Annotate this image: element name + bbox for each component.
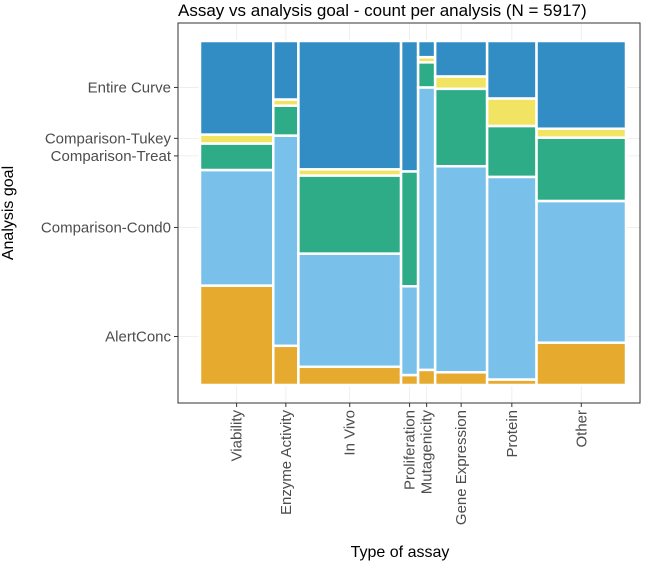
- tile-gene-expression-entire-curve: [433, 39, 489, 78]
- y-tick-label-alertconc: AlertConc: [105, 328, 171, 345]
- x-axis-title: Type of assay: [351, 544, 450, 561]
- tile-other-entire-curve: [535, 39, 628, 130]
- tile-gene-expression-alertconc: [433, 371, 489, 387]
- tile-viability-comparison-cond0: [198, 168, 275, 287]
- tile-viability-alertconc: [198, 284, 275, 387]
- x-tick-label-proliferation: Proliferation: [402, 410, 419, 490]
- tile-mutagenicity-comparison-treat: [416, 61, 437, 89]
- y-axis: Entire Curve Comparison-TukeyComparison-T…: [41, 79, 178, 345]
- y-axis-title: Analysis goal: [0, 166, 17, 260]
- y-tick-label-comparison-cond0: Comparison-Cond0: [41, 219, 171, 236]
- x-axis: Viability Enzyme Activity In Vivo Prolifera…: [229, 403, 590, 525]
- tile-in-vivo-entire-curve: [297, 39, 403, 171]
- tile-in-vivo-alertconc: [297, 365, 403, 387]
- tile-protein-comparison-treat: [485, 124, 538, 179]
- tile-gene-expression-comparison-cond0: [433, 164, 489, 374]
- x-tick-label-viability: Viability: [229, 410, 246, 462]
- tile-viability-comparison-treat: [198, 142, 275, 172]
- x-tick-label-enzyme-activity: Enzyme Activity: [278, 410, 295, 516]
- panel-border: [177, 22, 641, 404]
- tile-mutagenicity-comparison-cond0: [416, 86, 437, 372]
- tile-in-vivo-comparison-treat: [297, 174, 403, 255]
- tile-enzyme-activity-entire-curve: [272, 39, 300, 101]
- x-tick-label-in-vivo: In Vivo: [342, 410, 359, 456]
- x-tick-label-gene-expression: Gene Expression: [453, 410, 470, 525]
- tile-in-vivo-comparison-cond0: [297, 252, 403, 369]
- tile-protein-comparison-cond0: [485, 175, 538, 381]
- tile-gene-expression-comparison-tukey: [433, 75, 489, 91]
- tile-other-comparison-treat: [535, 136, 628, 203]
- x-tick-label-mutagenicity: Mutagenicity: [419, 410, 436, 495]
- tile-mutagenicity-alertconc: [416, 368, 437, 387]
- tile-enzyme-activity-comparison-cond0: [272, 134, 300, 348]
- tile-mutagenicity-entire-curve: [416, 39, 437, 59]
- tile-viability-comparison-tukey: [198, 133, 275, 145]
- tile-proliferation-entire-curve: [399, 39, 420, 173]
- tile-other-alertconc: [535, 341, 628, 387]
- tile-gene-expression-comparison-treat: [433, 87, 489, 168]
- y-tick-label-comparison-treat: Comparison-Treat: [51, 148, 172, 165]
- x-tick-label-protein: Protein: [504, 410, 521, 458]
- x-tick-label-other: Other: [573, 410, 590, 448]
- tile-enzyme-activity-comparison-treat: [272, 104, 300, 137]
- tile-protein-entire-curve: [485, 39, 538, 100]
- tile-other-comparison-tukey: [535, 127, 628, 139]
- tile-viability-entire-curve: [198, 39, 275, 136]
- tile-proliferation-comparison-treat: [399, 170, 420, 288]
- tile-other-comparison-cond0: [535, 199, 628, 344]
- mosaic-tiles: [198, 39, 628, 387]
- y-tick-label-entire-curve: Entire Curve: [88, 79, 171, 96]
- chart-title: Assay vs analysis goal - count per analy…: [178, 1, 587, 20]
- tile-proliferation-alertconc: [399, 373, 420, 387]
- tile-protein-comparison-tukey: [485, 97, 538, 128]
- tile-enzyme-activity-alertconc: [272, 344, 300, 387]
- tile-proliferation-comparison-cond0: [399, 285, 420, 377]
- y-tick-label-comparison-tukey: Comparison-Tukey: [45, 130, 172, 147]
